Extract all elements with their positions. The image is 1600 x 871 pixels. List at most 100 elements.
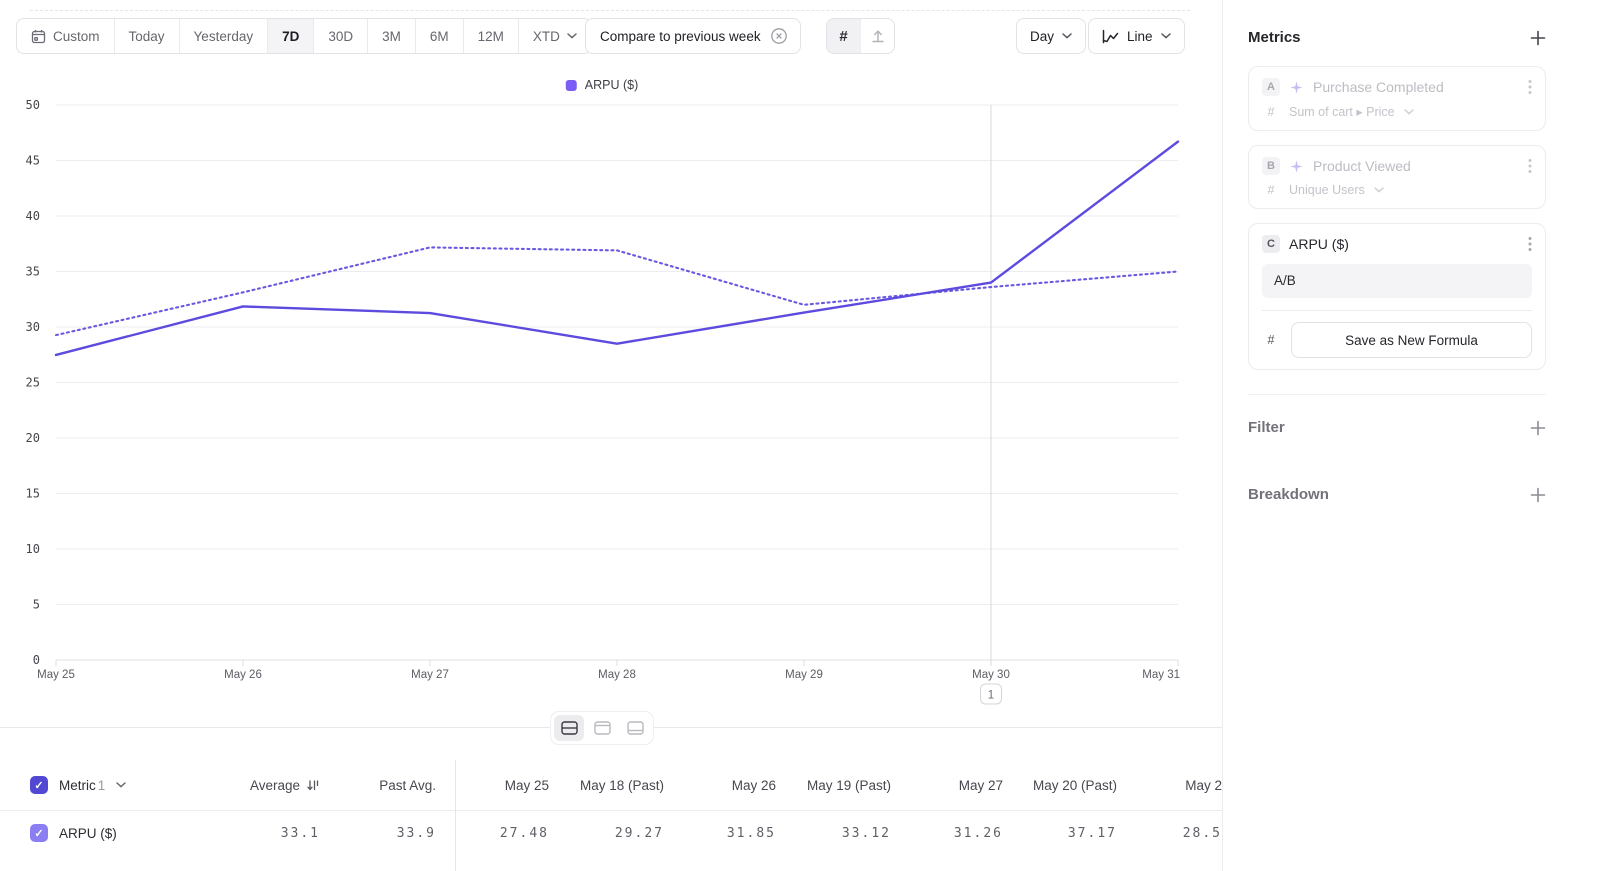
row-checkbox[interactable]: ✓ [30, 824, 48, 842]
column-header[interactable]: Past Avg. [379, 777, 436, 793]
query-builder-panel: Metrics A Purchase Completed # Sum of ca… [1222, 0, 1600, 871]
table-only-toggle[interactable] [620, 715, 650, 741]
legend-item[interactable]: ARPU ($) [565, 78, 639, 92]
metric-title[interactable]: Product Viewed [1313, 158, 1411, 174]
x-tick-label: May 30 [972, 669, 1010, 681]
compare-chip[interactable]: Compare to previous week [585, 18, 801, 54]
table-cell: 28.5 [1182, 825, 1222, 841]
split-view-icon [560, 721, 578, 735]
column-header[interactable]: May 26 [731, 777, 776, 793]
x-tick-label: May 26 [224, 669, 262, 681]
filter-heading: Filter [1248, 419, 1285, 436]
range-label: 12M [477, 28, 504, 44]
table-row: ✓ ARPU ($) 33.1 33.9 27.48 29.27 31.85 33.12 3… [0, 810, 1222, 855]
annotations-toggle[interactable] [860, 19, 894, 53]
legend-label: ARPU ($) [584, 78, 639, 92]
event-sparkle-icon [1290, 80, 1303, 94]
range-label: 7D [282, 28, 300, 44]
column-header[interactable]: Average [230, 778, 320, 793]
table-cell: 31.85 [726, 825, 776, 841]
metrics-section-header: Metrics [1248, 29, 1546, 46]
table-cell: 29.27 [614, 825, 664, 841]
y-tick-label: 15 [26, 487, 40, 501]
metric-column-label[interactable]: Metric 1 [59, 777, 106, 793]
add-breakdown-button[interactable] [1530, 487, 1546, 503]
metric-title[interactable]: Purchase Completed [1313, 79, 1444, 95]
metric-badge: B [1262, 157, 1280, 175]
metric-aggregation[interactable]: Sum of cart ▸ Price [1289, 105, 1395, 119]
number-format-icon: # [1267, 333, 1275, 347]
table-cell: 33.9 [396, 825, 436, 841]
metric-header-cell: ✓ Metric 1 [0, 776, 230, 794]
metric-aggregation[interactable]: Unique Users [1289, 183, 1365, 197]
metric-name: ARPU ($) [59, 825, 117, 841]
column-header[interactable]: May 2 [1185, 777, 1222, 793]
column-header[interactable]: May 25 [504, 777, 549, 793]
breakdown-section[interactable]: Breakdown [1248, 486, 1546, 503]
add-filter-button[interactable] [1530, 420, 1546, 436]
range-30d[interactable]: 30D [313, 19, 367, 53]
range-3m[interactable]: 3M [367, 19, 415, 53]
filter-section[interactable]: Filter [1248, 394, 1546, 436]
range-label: 30D [328, 28, 354, 44]
previous-period-line[interactable] [54, 246, 1180, 337]
table-cell: 27.48 [499, 825, 549, 841]
range-xtd[interactable]: XTD [517, 19, 591, 53]
y-tick-label: 10 [26, 542, 40, 556]
more-menu-icon[interactable] [1528, 158, 1532, 174]
range-custom[interactable]: Custom [17, 19, 114, 53]
metric-title[interactable]: ARPU ($) [1289, 236, 1349, 252]
y-tick-label: 0 [33, 653, 40, 667]
hash-icon: # [839, 27, 848, 45]
more-menu-icon[interactable] [1528, 79, 1532, 95]
range-today[interactable]: Today [113, 19, 179, 53]
range-yesterday[interactable]: Yesterday [178, 19, 268, 53]
formula-input[interactable]: A/B [1262, 264, 1532, 298]
table-cell: 31.26 [953, 825, 1003, 841]
y-tick-label: 35 [26, 265, 40, 279]
metric-card-a: A Purchase Completed # Sum of cart ▸ Pri… [1248, 66, 1546, 131]
chevron-down-icon[interactable] [1403, 108, 1414, 115]
chart-only-toggle[interactable] [587, 715, 617, 741]
range-6m[interactable]: 6M [414, 19, 463, 53]
line-chart[interactable]: 0 5 10 15 20 25 30 35 40 45 50 May 25 May 26 May 27 Ma… [0, 100, 1190, 712]
granularity-label: Day [1030, 28, 1055, 44]
column-header[interactable]: May 27 [958, 777, 1003, 793]
range-7d[interactable]: 7D [267, 19, 314, 53]
chart-display-toggle: # [826, 18, 895, 54]
column-header[interactable]: May 19 (Past) [806, 777, 891, 793]
report-canvas: Custom Today Yesterday 7D 30D 3M 6M 12M XTD Comp… [0, 10, 1222, 871]
metric-name-cell: ✓ ARPU ($) [0, 824, 230, 842]
y-tick-label: 25 [26, 376, 40, 390]
more-menu-icon[interactable] [1528, 236, 1532, 252]
chevron-down-icon[interactable] [1373, 187, 1384, 193]
select-all-checkbox[interactable]: ✓ [30, 776, 48, 794]
range-12m[interactable]: 12M [462, 19, 518, 53]
compare-chip-label: Compare to previous week [600, 28, 761, 44]
values-overlay-toggle[interactable]: # [827, 19, 860, 53]
annotation-badge-label: 1 [988, 690, 994, 702]
calendar-icon [31, 29, 46, 43]
metric-badge: C [1262, 235, 1280, 253]
top-panel-icon [593, 721, 611, 735]
column-header[interactable]: May 20 (Past) [1032, 777, 1117, 793]
breakdown-heading: Breakdown [1248, 486, 1329, 503]
chart-type-button[interactable]: Line [1088, 18, 1185, 54]
current-period-line[interactable] [54, 140, 1180, 357]
date-range-picker: Custom Today Yesterday 7D 30D 3M 6M 12M XTD [16, 18, 592, 54]
save-as-new-formula-button[interactable]: Save as New Formula [1291, 322, 1532, 358]
results-table: ✓ Metric 1 Average Past Avg. May 25 May 18 (… [0, 760, 1222, 871]
layout-toggle-group [550, 711, 654, 745]
column-header[interactable]: May 18 (Past) [579, 777, 664, 793]
legend-swatch [565, 79, 577, 91]
annotation-badge[interactable] [980, 683, 1002, 705]
sort-icon [307, 779, 319, 790]
range-label: 6M [429, 28, 449, 44]
remove-compare-icon[interactable] [770, 27, 788, 45]
chevron-down-icon[interactable] [116, 782, 127, 788]
granularity-button[interactable]: Day [1016, 18, 1087, 54]
x-tick-label: May 29 [785, 669, 823, 681]
add-metric-button[interactable] [1530, 30, 1546, 46]
split-view-toggle[interactable] [554, 715, 584, 741]
table-header-row: ✓ Metric 1 Average Past Avg. May 25 May 18 (… [0, 760, 1222, 810]
